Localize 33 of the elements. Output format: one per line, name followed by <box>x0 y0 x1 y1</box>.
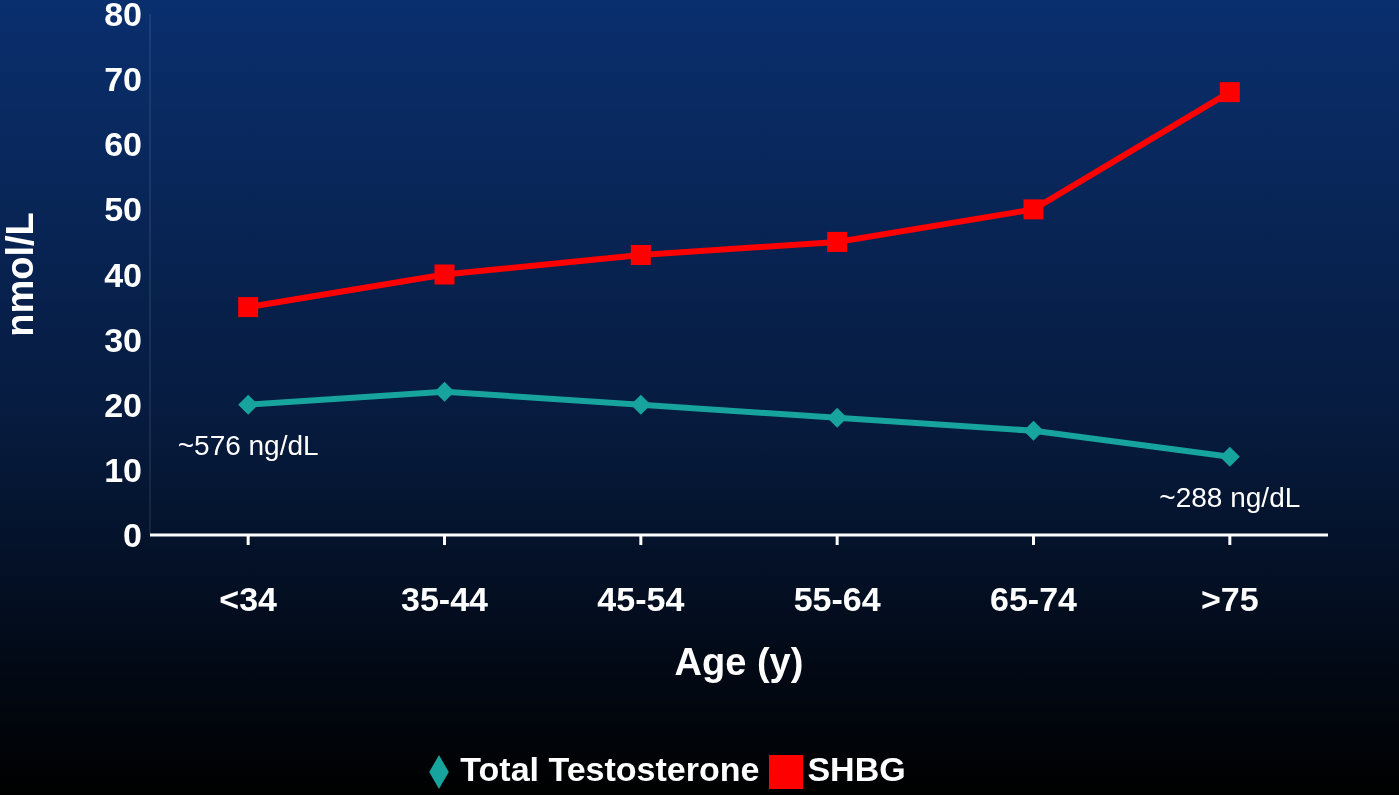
y-axis-title: nmol/L <box>0 212 42 337</box>
x-tick-label: >75 <box>1200 580 1259 619</box>
y-tick-label: 40 <box>104 255 142 294</box>
x-tick-label: 35-44 <box>401 580 489 619</box>
y-tick-label: 20 <box>104 385 142 424</box>
point <box>1219 446 1240 467</box>
x-tick-label: 45-54 <box>597 580 685 619</box>
y-tick-label: 0 <box>123 516 142 555</box>
annotation: ~288 ng/dL <box>1159 481 1301 513</box>
legend-label: SHBG <box>807 749 906 788</box>
y-tick-label: 30 <box>104 320 142 359</box>
x-tick-label: 55-64 <box>793 580 881 619</box>
y-tick-label: 10 <box>104 450 142 489</box>
y-tick-label: 70 <box>104 60 142 99</box>
point <box>434 381 455 402</box>
point <box>630 244 651 265</box>
y-tick-label: 80 <box>104 0 142 34</box>
annotation: ~576 ng/dL <box>177 429 319 461</box>
point <box>1023 199 1044 220</box>
y-tick-label: 50 <box>104 190 142 229</box>
point <box>827 407 848 428</box>
x-axis-title: Age (y) <box>674 640 804 683</box>
point <box>238 394 259 415</box>
legend-label: Total Testosterone <box>460 749 760 788</box>
x-tick-label: <34 <box>219 580 278 619</box>
y-tick-label: 60 <box>104 125 142 164</box>
point <box>434 264 455 285</box>
point <box>630 394 651 415</box>
point <box>1023 420 1044 441</box>
point <box>238 297 259 318</box>
point <box>1219 82 1240 103</box>
x-tick-label: 65-74 <box>990 580 1078 619</box>
point <box>827 231 848 252</box>
